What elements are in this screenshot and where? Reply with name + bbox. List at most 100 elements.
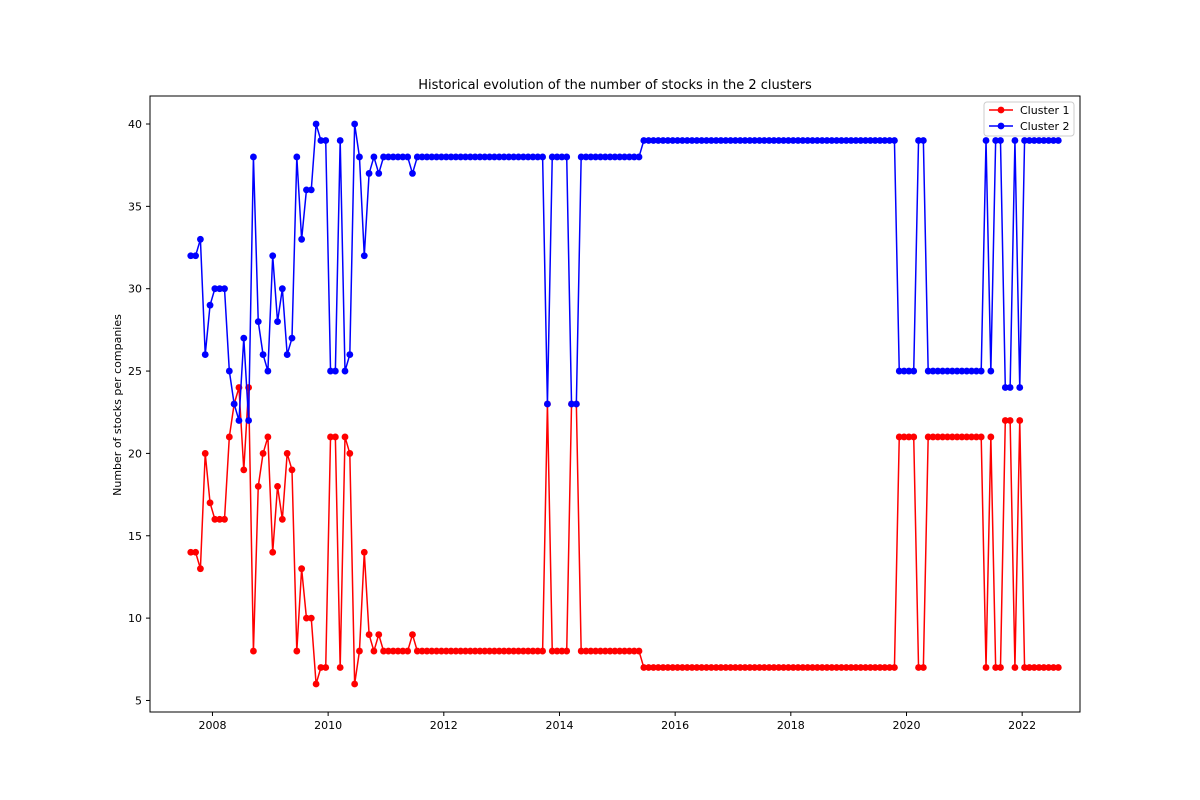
data-point-cluster-2 — [915, 137, 922, 144]
data-point-cluster-2 — [288, 334, 296, 342]
y-tick-label: 20 — [128, 447, 142, 460]
data-point-cluster-1 — [760, 664, 768, 671]
data-point-cluster-1 — [977, 433, 985, 441]
data-point-cluster-2 — [476, 153, 484, 161]
data-point-cluster-2 — [900, 367, 908, 375]
data-point-cluster-1 — [288, 466, 296, 474]
data-point-cluster-1 — [823, 664, 831, 671]
data-point-cluster-1 — [645, 664, 653, 671]
data-point-cluster-2 — [727, 137, 734, 144]
data-point-cluster-1 — [924, 433, 932, 441]
data-point-cluster-2 — [351, 120, 359, 128]
data-point-cluster-1 — [201, 450, 209, 457]
data-point-cluster-2 — [240, 334, 248, 342]
data-point-cluster-2 — [1045, 137, 1053, 144]
data-point-cluster-2 — [500, 153, 508, 161]
data-point-cluster-1 — [866, 664, 874, 671]
data-point-cluster-1 — [1021, 664, 1028, 671]
x-tick-label: 2018 — [777, 719, 805, 732]
data-point-cluster-1 — [438, 647, 445, 655]
data-point-cluster-2 — [250, 153, 257, 161]
data-point-cluster-1 — [717, 664, 725, 671]
data-point-cluster-1 — [756, 664, 763, 671]
data-point-cluster-2 — [274, 318, 281, 326]
data-point-cluster-2 — [341, 367, 349, 375]
data-point-cluster-2 — [457, 153, 465, 161]
data-point-cluster-1 — [1006, 417, 1014, 424]
data-point-cluster-1 — [703, 664, 710, 671]
data-point-cluster-2 — [481, 153, 489, 161]
data-point-cluster-1 — [727, 664, 734, 671]
legend: Cluster 1 Cluster 2 — [983, 101, 1075, 137]
data-point-cluster-1 — [842, 664, 850, 671]
data-point-cluster-1 — [303, 614, 310, 622]
data-point-cluster-2 — [934, 367, 942, 375]
data-point-cluster-2 — [939, 367, 947, 375]
data-point-cluster-1 — [905, 433, 913, 441]
data-point-cluster-2 — [847, 137, 855, 144]
legend-label-cluster-2: Cluster 2 — [1020, 120, 1070, 133]
legend-label-cluster-1: Cluster 1 — [1020, 104, 1070, 117]
data-point-cluster-2 — [1040, 137, 1048, 144]
data-point-cluster-2 — [1001, 384, 1009, 391]
x-tick-label: 2016 — [661, 719, 689, 732]
data-point-cluster-2 — [1006, 384, 1014, 391]
legend-marker-cluster-2 — [997, 122, 1005, 130]
data-point-cluster-2 — [606, 153, 614, 161]
data-point-cluster-2 — [539, 153, 547, 161]
data-point-cluster-2 — [447, 153, 455, 161]
data-point-cluster-2 — [838, 137, 845, 144]
data-point-cluster-1 — [915, 664, 922, 671]
data-point-cluster-1 — [616, 647, 624, 655]
data-point-cluster-1 — [601, 647, 609, 655]
data-point-cluster-2 — [601, 153, 609, 161]
data-point-cluster-2 — [703, 137, 710, 144]
data-point-cluster-1 — [1011, 664, 1019, 671]
data-point-cluster-1 — [1040, 664, 1048, 671]
data-point-cluster-1 — [799, 664, 807, 671]
data-point-cluster-1 — [336, 664, 344, 671]
data-point-cluster-1 — [428, 647, 436, 655]
data-point-cluster-2 — [303, 186, 310, 194]
data-point-cluster-1 — [731, 664, 739, 671]
data-point-cluster-2 — [683, 137, 691, 144]
data-point-cluster-2 — [746, 137, 754, 144]
y-tick-label: 10 — [128, 612, 142, 625]
legend-marker-cluster-1 — [997, 106, 1005, 114]
data-point-cluster-2 — [616, 153, 624, 161]
data-point-cluster-2 — [736, 137, 744, 144]
data-point-cluster-2 — [997, 137, 1004, 144]
data-point-cluster-1 — [515, 647, 522, 655]
data-point-cluster-1 — [283, 450, 291, 457]
data-point-cluster-2 — [693, 137, 701, 144]
data-point-cluster-2 — [881, 137, 889, 144]
data-point-cluster-1 — [693, 664, 701, 671]
data-point-cluster-2 — [664, 137, 672, 144]
data-point-cluster-2 — [650, 137, 657, 144]
data-point-cluster-2 — [577, 153, 585, 161]
data-point-cluster-1 — [809, 664, 816, 671]
data-point-cluster-2 — [283, 351, 291, 358]
data-point-cluster-1 — [524, 647, 532, 655]
data-point-cluster-1 — [678, 664, 686, 671]
data-point-cluster-2 — [731, 137, 739, 144]
data-point-cluster-2 — [669, 137, 677, 144]
data-point-cluster-1 — [225, 433, 233, 441]
data-point-cluster-2 — [225, 367, 233, 375]
data-point-cluster-2 — [717, 137, 725, 144]
data-point-cluster-1 — [1035, 664, 1043, 671]
y-tick-label: 40 — [128, 118, 142, 131]
data-point-cluster-2 — [968, 367, 975, 375]
data-point-cluster-2 — [597, 153, 604, 161]
data-point-cluster-2 — [929, 367, 937, 375]
data-point-cluster-1 — [828, 664, 836, 671]
chart-title: Historical evolution of the number of st… — [418, 78, 812, 93]
data-point-cluster-2 — [756, 137, 763, 144]
y-tick-label: 35 — [128, 200, 142, 213]
data-point-cluster-1 — [895, 433, 903, 441]
data-point-cluster-2 — [722, 137, 730, 144]
data-point-cluster-2 — [221, 285, 228, 293]
data-point-cluster-1 — [606, 647, 614, 655]
data-point-cluster-1 — [331, 433, 339, 441]
data-point-cluster-2 — [211, 285, 219, 293]
